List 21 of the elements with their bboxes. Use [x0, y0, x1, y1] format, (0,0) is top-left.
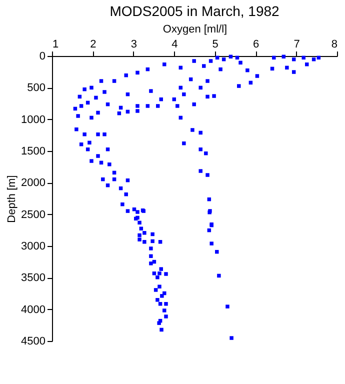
y-tick-label: 2500	[21, 208, 46, 221]
x-tick-label: 6	[253, 38, 260, 50]
y-tick-label: 3500	[21, 272, 46, 284]
y-axis-title: Depth [m]	[6, 175, 18, 223]
y-tick-label: 1500	[21, 146, 46, 158]
x-tick-label: 3	[130, 38, 137, 50]
y-tick-label: 4500	[21, 336, 46, 348]
chart-title: MODS2005 in March, 1982	[110, 3, 280, 19]
x-tick-label: 1	[52, 38, 59, 50]
x-tick-label: 5	[212, 38, 218, 50]
x-tick-label: 2	[90, 38, 96, 50]
y-tick-label: 0	[39, 50, 46, 62]
x-tick-label: 4	[172, 38, 178, 50]
y-tick-label: 2000	[21, 177, 46, 190]
y-tick-label: 3000	[21, 240, 46, 252]
x-tick-label: 8	[331, 38, 338, 50]
x-tick-label: 7	[294, 38, 300, 50]
x-axis-title: Oxygen [ml/l]	[162, 24, 228, 36]
y-tick-label: 4000	[21, 304, 46, 316]
y-tick-label: 1000	[21, 114, 46, 126]
y-tick-label: 500	[27, 82, 46, 94]
